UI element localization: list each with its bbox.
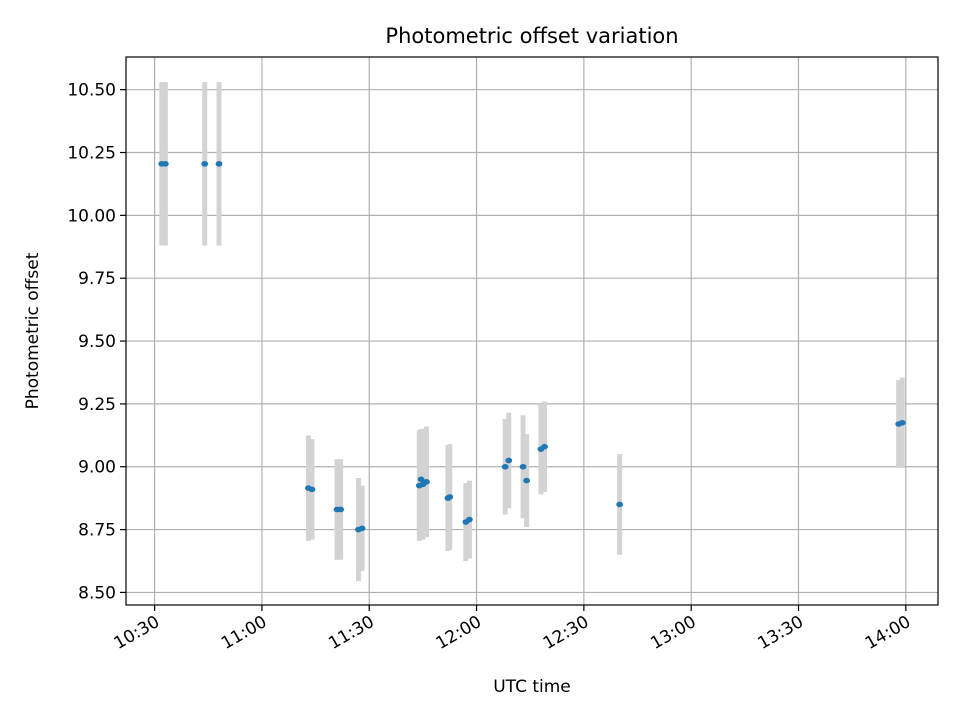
data-point: [337, 506, 345, 513]
y-tick-label: 8.50: [78, 583, 116, 603]
data-point: [501, 463, 509, 470]
y-tick-label: 9.00: [78, 458, 116, 478]
data-point: [523, 477, 531, 484]
data-point: [161, 161, 169, 167]
x-axis-label: UTC time: [493, 677, 571, 697]
data-point: [898, 419, 906, 426]
data-point: [616, 501, 624, 508]
y-axis-ticks: 8.50 8.75 9.00 9.25 9.50 9.75 10.00 10.25 10.50: [67, 81, 126, 603]
plot-frame: [125, 56, 939, 606]
y-tick-label: 10.50: [67, 81, 116, 101]
data-point: [446, 494, 454, 500]
data-point: [505, 457, 513, 464]
data-point: [201, 161, 209, 167]
grid: [126, 57, 938, 605]
data-point: [308, 486, 316, 493]
data-point: [423, 479, 430, 485]
y-tick-label: 10.25: [67, 144, 116, 164]
y-tick-label: 9.50: [78, 332, 116, 352]
y-axis-label: Photometric offset: [23, 252, 43, 409]
y-tick-label: 10.00: [67, 206, 116, 226]
data-point: [417, 476, 425, 483]
chart-title: Photometric offset variation: [385, 24, 678, 48]
data-point: [358, 525, 366, 532]
data-point: [466, 516, 473, 523]
data-point: [519, 463, 527, 470]
y-tick-label: 8.75: [78, 521, 116, 541]
data-points: [158, 161, 906, 533]
y-tick-label: 9.75: [78, 269, 116, 289]
data-point: [215, 161, 223, 167]
y-tick-label: 9.25: [78, 395, 116, 415]
data-point: [541, 443, 548, 450]
